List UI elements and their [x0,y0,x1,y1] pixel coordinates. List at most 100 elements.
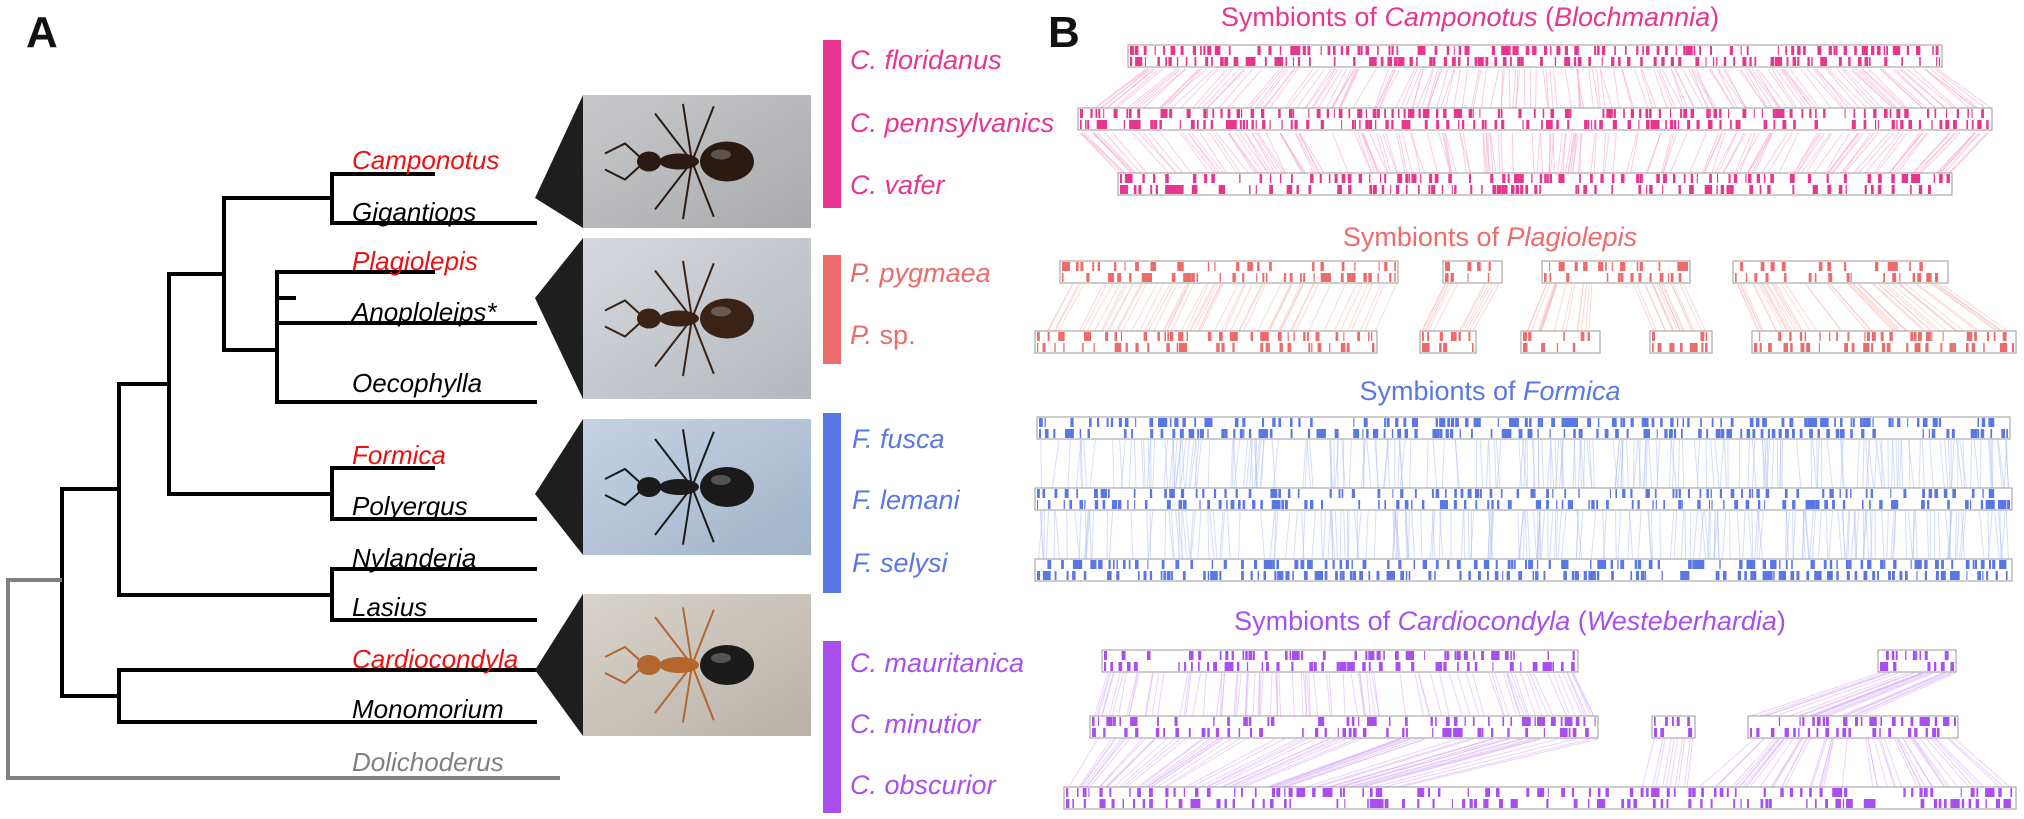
gene-block [1474,799,1477,808]
gene-block [1386,571,1391,580]
gene-block [1601,57,1603,66]
gene-block [1934,109,1937,118]
gene-block [1999,343,2008,352]
gene-block [1892,273,1896,282]
gene-block [1620,560,1625,569]
gene-block [1844,343,1848,352]
synteny-link [1677,439,1680,489]
gene-block [1564,717,1573,726]
gene-block [1747,799,1749,808]
taxon-polyergus: Polyergus [352,491,468,521]
synteny-link [1831,132,1863,174]
gene-block [1993,332,1996,341]
gene-block [1561,788,1566,797]
gene-block [1620,174,1625,183]
synteny-link [1234,672,1239,717]
synteny-link [1757,68,1788,109]
gene-block [1918,185,1923,194]
gene-block [1279,174,1282,183]
gene-block [1688,728,1693,737]
synteny-link [1875,132,1908,174]
gene-block [1413,560,1415,569]
gene-block [1092,717,1095,726]
gene-block [1640,788,1644,797]
gene-block [1534,489,1536,498]
gene-block [1129,273,1132,282]
synteny-link [1805,283,1842,332]
gene-block [1575,717,1580,726]
synteny-link [1850,283,1898,332]
synteny-link [1401,132,1413,174]
gene-block [1431,185,1435,194]
gene-block [1263,571,1266,580]
gene-block [1383,429,1386,438]
gene-block [1825,799,1828,808]
synteny-link [1567,672,1588,717]
gene-block [1191,662,1193,671]
gene-block [1178,799,1183,808]
gene-block [1610,560,1613,569]
gene-block [1625,46,1627,55]
gene-block [1225,651,1229,660]
gene-block [1914,560,1922,569]
synteny-link [1147,283,1175,332]
gene-block [1986,332,1990,341]
gene-block [1842,728,1847,737]
synteny-link [1373,510,1377,560]
gene-block [1340,343,1346,352]
gene-block [1925,332,1931,341]
gene-block [1579,174,1581,183]
gene-block [1351,717,1355,726]
gene-block [1860,717,1863,726]
synteny-link [1295,132,1317,174]
gene-block [1267,717,1270,726]
gene-block [1180,46,1184,55]
gene-block [1317,343,1322,352]
synteny-link [1757,510,1763,560]
gene-block [1160,429,1164,438]
gene-block [1745,500,1750,509]
gene-block [1705,343,1708,352]
synteny-link [1249,68,1284,109]
gene-block [1368,332,1370,341]
gene-block [1238,500,1241,509]
synteny-link [1648,510,1653,560]
gene-block [1251,57,1254,66]
gene-block [1496,788,1500,797]
gene-block [1537,429,1539,438]
gene-block [1147,651,1151,660]
gene-block [1219,332,1223,341]
gene-block [1930,788,1934,797]
synteny-link [1693,68,1717,109]
gene-block [1982,571,1984,580]
synteny-link [1771,283,1800,332]
synteny-link [1548,132,1552,174]
synteny-link [1230,283,1253,332]
synteny-link [1220,672,1223,717]
gene-block [1785,46,1788,55]
gene-block [1265,343,1269,352]
gene-block [1069,500,1072,509]
synteny-link [1227,68,1263,109]
gene-block [1861,46,1865,55]
synteny-link [1206,68,1245,109]
gene-block [1630,418,1634,427]
synteny-link [1505,672,1521,717]
synteny-link [1347,510,1350,560]
gene-block [1934,662,1937,671]
synteny-link [1374,283,1398,332]
gene-block [1444,651,1447,660]
gene-block [1773,120,1776,129]
gene-block [1867,174,1871,183]
gene-block [1483,799,1489,808]
synteny-link [1652,283,1675,332]
synteny-link [1853,672,1952,717]
gene-block [1914,728,1918,737]
gene-block [1818,343,1820,352]
gene-block [1547,651,1549,660]
gene-block [1376,109,1380,118]
gene-block [1843,717,1847,726]
gene-block [1669,343,1675,352]
synteny-link [1115,283,1142,332]
synteny-link [2005,510,2009,560]
